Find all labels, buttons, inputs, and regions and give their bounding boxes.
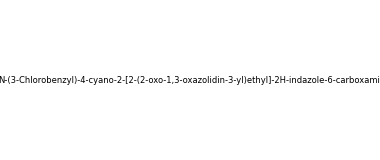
Text: N-(3-Chlorobenzyl)-4-cyano-2-[2-(2-oxo-1,3-oxazolidin-3-yl)ethyl]-2H-indazole-6-: N-(3-Chlorobenzyl)-4-cyano-2-[2-(2-oxo-1… <box>0 76 380 85</box>
